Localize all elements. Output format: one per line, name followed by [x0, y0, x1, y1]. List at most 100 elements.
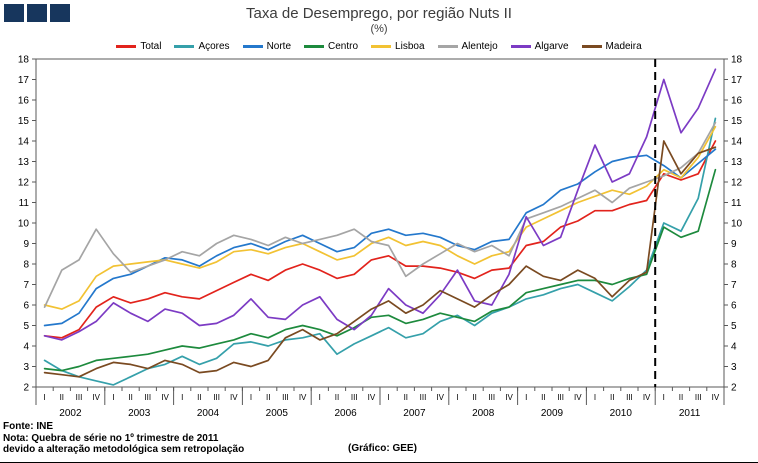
x-axis-year-label: 2006: [334, 408, 357, 419]
x-axis-quarter-label: II: [266, 393, 270, 402]
y-axis-label-left: 13: [18, 157, 30, 168]
y-axis-label-left: 7: [23, 280, 29, 291]
series-line-norte: [43, 148, 717, 327]
y-axis-label-right: 8: [731, 260, 737, 271]
x-axis-quarter-label: II: [404, 393, 408, 402]
y-axis-label-right: 10: [731, 219, 743, 230]
x-axis-quarter-label: III: [420, 393, 427, 402]
source-note: Fonte: INE: [3, 421, 53, 432]
x-axis-quarter-label: I: [594, 393, 596, 402]
x-axis-quarter-label: I: [387, 393, 389, 402]
legend-swatch-madeira: [581, 45, 602, 48]
series-line-lisboa: [43, 125, 717, 310]
y-axis-label-left: 8: [23, 260, 29, 271]
credit-note: (Gráfico: GEE): [348, 443, 417, 454]
logo-square-3: [50, 4, 70, 22]
legend-swatch-algarve: [510, 45, 531, 48]
series-line-alentejo: [43, 121, 717, 308]
x-axis-quarter-label: II: [197, 393, 201, 402]
y-axis-label-left: 6: [23, 301, 29, 312]
x-axis-year-label: 2010: [610, 408, 633, 419]
legend-swatch-lisboa: [371, 45, 392, 48]
legend-label: Alentejo: [461, 41, 498, 52]
logo: [4, 4, 70, 22]
y-axis-label-right: 17: [731, 75, 743, 86]
chart-subtitle: (%): [370, 23, 388, 35]
x-axis-year-label: 2007: [403, 408, 426, 419]
methodology-note-line2: devido a alteração metodológica sem retr…: [3, 444, 245, 455]
x-axis-year-label: 2003: [128, 408, 151, 419]
legend-swatch-alentejo: [437, 45, 458, 48]
x-axis-quarter-label: III: [144, 393, 151, 402]
series-line-total: [43, 140, 717, 339]
y-axis-label-right: 11: [731, 198, 742, 209]
x-axis-quarter-label: III: [213, 393, 220, 402]
x-axis-year-label: 2002: [59, 408, 82, 419]
y-axis-label-left: 15: [18, 116, 30, 127]
x-axis-quarter-label: IV: [505, 393, 513, 402]
x-axis-quarter-label: I: [43, 393, 45, 402]
legend-swatch-açores: [174, 45, 195, 48]
logo-square-1: [4, 4, 24, 22]
x-axis-quarter-label: I: [663, 393, 665, 402]
legend-label: Algarve: [534, 41, 569, 52]
x-axis-quarter-label: I: [456, 393, 458, 402]
y-axis-label-right: 15: [731, 116, 743, 127]
y-axis-label-right: 6: [731, 301, 737, 312]
legend-item-madeira: Madeira: [581, 41, 642, 52]
y-axis-label-right: 2: [731, 383, 737, 394]
y-axis-label-right: 3: [731, 362, 737, 373]
x-axis-quarter-label: II: [128, 393, 132, 402]
legend-item-centro: Centro: [304, 41, 358, 52]
y-axis-label-left: 2: [23, 383, 29, 394]
x-axis-quarter-label: III: [76, 393, 83, 402]
footer-notes: Fonte: INE Nota: Quebra de série no 1º t…: [3, 421, 244, 456]
y-axis-label-left: 12: [18, 178, 30, 189]
series-line-algarve: [43, 68, 717, 341]
y-axis-label-right: 9: [731, 239, 737, 250]
x-axis-quarter-label: IV: [230, 393, 238, 402]
legend-item-alentejo: Alentejo: [437, 41, 498, 52]
y-axis-label-right: 18: [731, 55, 743, 66]
line-chart: 2 2 3 3 4 4 5 5 6 6 7 7 8 8 9 9 10 10 11 11 12 12 13 13 14 14 15 15…: [18, 55, 743, 420]
legend-item-algarve: Algarve: [510, 41, 569, 52]
legend-swatch-centro: [304, 45, 325, 48]
legend-item-lisboa: Lisboa: [371, 41, 425, 52]
series-line-centro: [43, 168, 717, 372]
methodology-note-line1: Nota: Quebra de série no 1º trimestre de…: [3, 432, 219, 444]
y-axis-label-right: 12: [731, 178, 743, 189]
y-axis-label-left: 11: [19, 198, 30, 209]
x-axis-quarter-label: III: [626, 393, 633, 402]
legend-label: Lisboa: [395, 41, 425, 52]
x-axis-quarter-label: III: [282, 393, 289, 402]
y-axis-label-left: 18: [18, 55, 30, 66]
legend-label: Centro: [328, 41, 359, 52]
y-axis-label-left: 16: [18, 96, 30, 107]
logo-square-2: [27, 4, 47, 22]
legend-label: Açores: [198, 41, 230, 52]
x-axis-quarter-label: II: [335, 393, 339, 402]
series-line-açores: [43, 117, 717, 386]
x-axis-quarter-label: III: [351, 393, 358, 402]
chart-title: Taxa de Desemprego, por região Nuts II: [246, 5, 512, 22]
x-axis-quarter-label: IV: [643, 393, 651, 402]
x-axis-quarter-label: I: [319, 393, 321, 402]
legend-label: Madeira: [605, 41, 642, 52]
legend-label: Total: [140, 41, 162, 52]
x-axis-quarter-label: I: [250, 393, 252, 402]
x-axis-quarter-label: I: [181, 393, 183, 402]
x-axis-quarter-label: II: [541, 393, 545, 402]
plot-border: [35, 58, 725, 388]
legend-swatch-norte: [242, 45, 263, 48]
legend-item-açores: Açores: [174, 41, 230, 52]
x-axis-quarter-label: III: [488, 393, 495, 402]
series-line-madeira: [43, 140, 717, 378]
x-axis-quarter-label: II: [472, 393, 476, 402]
x-axis-quarter-label: III: [695, 393, 702, 402]
x-axis-year-label: 2009: [541, 408, 564, 419]
y-axis-label-left: 14: [18, 137, 30, 148]
x-axis-quarter-label: IV: [299, 393, 307, 402]
y-axis-label-right: 7: [731, 280, 737, 291]
x-axis-year-label: 2004: [197, 408, 220, 419]
